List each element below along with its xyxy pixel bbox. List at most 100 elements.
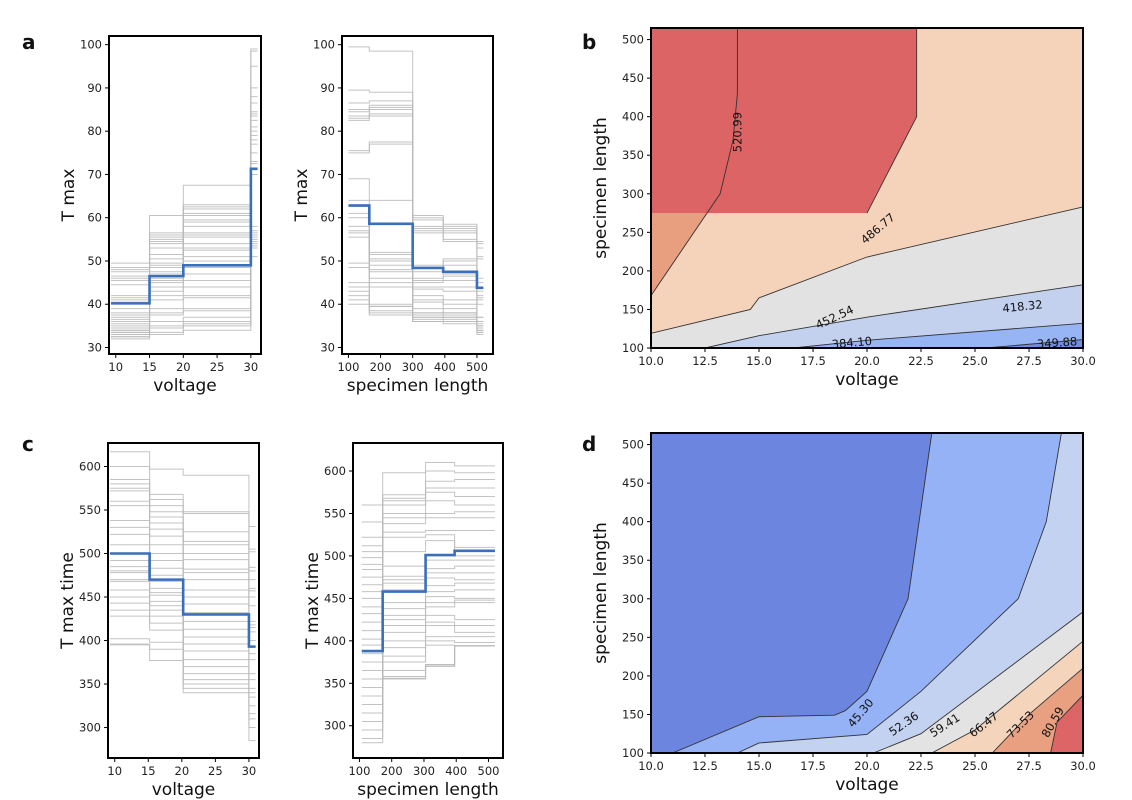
y-tick-label: 100 bbox=[622, 746, 644, 760]
contour-label: 418.32 bbox=[1002, 297, 1043, 315]
y-tick-label: 450 bbox=[79, 590, 101, 604]
panel-letter-d: d bbox=[582, 432, 596, 456]
y-axis-label: T max bbox=[292, 169, 312, 223]
pdp-average-line bbox=[110, 552, 256, 648]
y-tick-label: 80 bbox=[87, 124, 102, 138]
y-tick-label: 70 bbox=[320, 167, 335, 181]
plot-frame bbox=[650, 432, 1084, 754]
contour-line bbox=[737, 433, 1062, 753]
x-tick-label: 100 bbox=[348, 764, 370, 778]
y-tick-label: 100 bbox=[313, 38, 335, 52]
y-tick-label: 90 bbox=[320, 81, 335, 95]
x-tick-label: 20 bbox=[176, 360, 191, 374]
ice-line bbox=[348, 303, 484, 318]
contour-area: 45.30 52.36 59.41 66.47 73.53 80.59 bbox=[651, 433, 1083, 753]
x-axis-label: specimen length bbox=[347, 376, 489, 396]
x-tick-label: 200 bbox=[381, 764, 403, 778]
y-tick-label: 200 bbox=[622, 264, 644, 278]
chart-c-voltage: 10 15 20 25 30 300 350 400 450 500 550 600 voltage T … bbox=[58, 442, 260, 800]
x-tick-label: 20.0 bbox=[854, 354, 880, 368]
y-tick-label: 250 bbox=[622, 225, 644, 239]
ice-line bbox=[348, 299, 484, 323]
y-tick-label: 350 bbox=[622, 148, 644, 162]
contour-band bbox=[1050, 695, 1083, 753]
y-tick-label: 70 bbox=[87, 167, 102, 181]
y-tick-label: 350 bbox=[622, 553, 644, 567]
x-tick-label: 30.0 bbox=[1070, 354, 1096, 368]
y-tick-label: 150 bbox=[622, 707, 644, 721]
contour-band bbox=[737, 433, 1083, 753]
x-tick-label: 25.0 bbox=[962, 759, 988, 773]
chart-c-length: 100 200 300 400 500 300 350 400 450 500 550 600 spec… bbox=[303, 442, 504, 800]
chart-a-length: 100 200 300 400 500 30 40 50 60 70 80 90 100 specimen… bbox=[292, 35, 494, 396]
x-tick-label: 300 bbox=[413, 764, 435, 778]
y-tick-label: 400 bbox=[622, 110, 644, 124]
y-tick-label: 500 bbox=[79, 547, 101, 561]
x-axis-label: specimen length bbox=[357, 780, 499, 800]
y-tick-label: 100 bbox=[80, 38, 102, 52]
chart-a-voltage: 10 15 20 25 30 30 40 50 60 70 80 90 100 voltage T max bbox=[59, 35, 262, 396]
y-tick-label: 40 bbox=[320, 297, 335, 311]
contour-line bbox=[651, 28, 738, 296]
y-tick-label: 300 bbox=[622, 592, 644, 606]
x-tick-label: 20.0 bbox=[854, 759, 880, 773]
y-tick-label: 350 bbox=[79, 677, 101, 691]
x-tick-label: 30 bbox=[244, 360, 259, 374]
y-axis-label: specimen length bbox=[591, 117, 611, 259]
contour-line bbox=[1050, 694, 1083, 753]
x-tick-label: 25.0 bbox=[962, 354, 988, 368]
y-tick-label: 30 bbox=[87, 341, 102, 355]
y-tick-label: 350 bbox=[324, 676, 346, 690]
x-tick-label: 300 bbox=[402, 360, 424, 374]
x-axis-label: voltage bbox=[835, 370, 899, 390]
contour-line bbox=[985, 339, 1083, 348]
y-tick-label: 250 bbox=[622, 630, 644, 644]
contour-line bbox=[873, 611, 1083, 753]
y-tick-label: 80 bbox=[320, 124, 335, 138]
plot-area bbox=[342, 36, 493, 354]
x-tick-label: 500 bbox=[478, 764, 500, 778]
plot-frame bbox=[352, 442, 504, 759]
y-tick-label: 500 bbox=[324, 549, 346, 563]
y-axis-label: T max time bbox=[303, 552, 323, 650]
y-tick-label: 550 bbox=[79, 503, 101, 517]
x-tick-label: 12.5 bbox=[692, 354, 718, 368]
x-tick-label: 500 bbox=[466, 360, 488, 374]
y-tick-label: 500 bbox=[622, 438, 644, 452]
y-tick-label: 450 bbox=[622, 476, 644, 490]
contour-line bbox=[866, 28, 918, 214]
plot-frame bbox=[341, 35, 494, 355]
y-tick-label: 600 bbox=[324, 464, 346, 478]
ice-line bbox=[361, 645, 495, 744]
y-tick-label: 50 bbox=[87, 254, 102, 268]
y-tick-label: 60 bbox=[87, 211, 102, 225]
y-tick-label: 60 bbox=[320, 211, 335, 225]
contour-line bbox=[704, 284, 1083, 348]
pdp-average-line bbox=[361, 549, 495, 653]
y-axis-label: specimen length bbox=[591, 522, 611, 664]
y-tick-label: 50 bbox=[320, 254, 335, 268]
x-tick-label: 17.5 bbox=[800, 759, 826, 773]
y-tick-label: 300 bbox=[324, 719, 346, 733]
y-tick-label: 300 bbox=[622, 187, 644, 201]
plot-area bbox=[109, 36, 261, 354]
x-tick-label: 10 bbox=[108, 360, 123, 374]
plot-frame bbox=[108, 35, 262, 355]
x-tick-label: 10.0 bbox=[638, 354, 664, 368]
x-tick-label: 15 bbox=[142, 360, 157, 374]
x-tick-label: 15 bbox=[141, 764, 156, 778]
x-tick-label: 10.0 bbox=[638, 759, 664, 773]
contour-band bbox=[651, 28, 917, 214]
y-axis-label: T max bbox=[59, 169, 79, 223]
y-tick-label: 550 bbox=[324, 506, 346, 520]
contour-line bbox=[793, 322, 1083, 348]
contour-label: 384.10 bbox=[831, 334, 872, 351]
y-tick-label: 30 bbox=[320, 341, 335, 355]
y-tick-label: 100 bbox=[622, 341, 644, 355]
contour-label: 349.88 bbox=[1037, 334, 1078, 351]
x-tick-label: 400 bbox=[434, 360, 456, 374]
y-tick-label: 90 bbox=[87, 81, 102, 95]
y-tick-label: 200 bbox=[622, 669, 644, 683]
y-tick-label: 450 bbox=[324, 591, 346, 605]
